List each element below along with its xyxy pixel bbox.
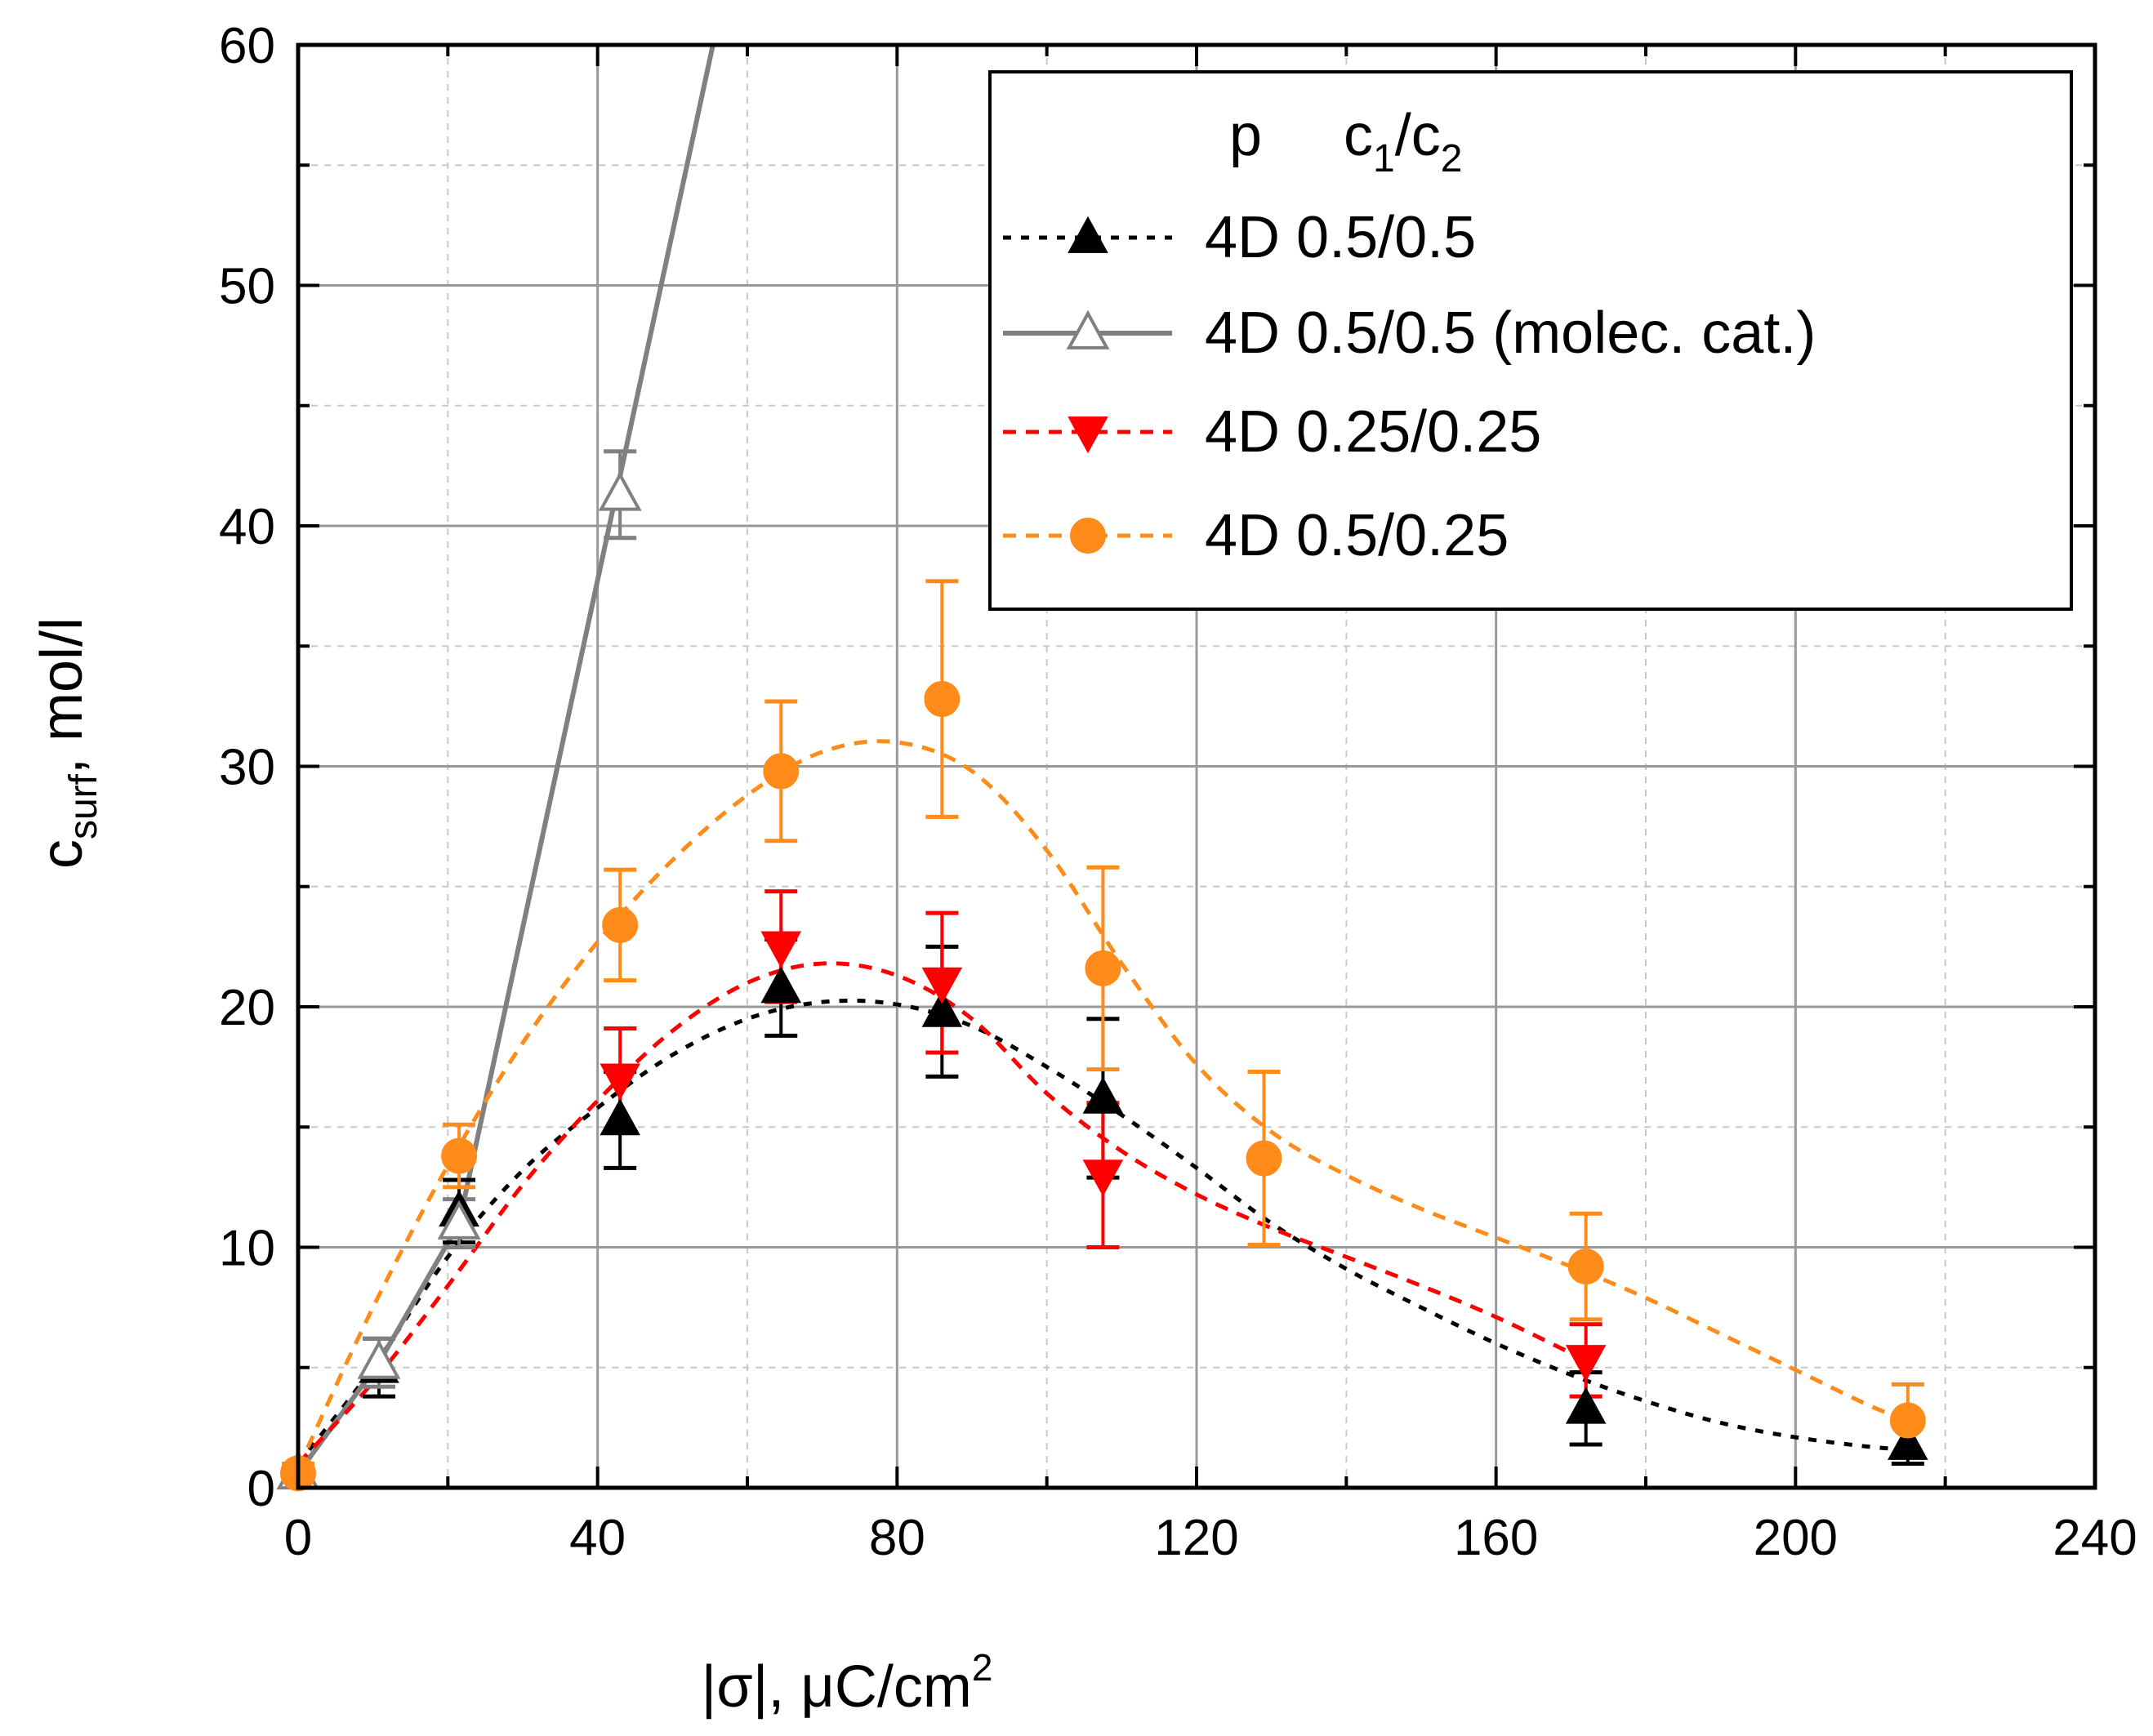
legend-marker-series-0	[1068, 216, 1108, 253]
legend-label-series-3: 4D 0.5/0.25	[1205, 503, 1509, 568]
y-tick-label: 60	[219, 18, 275, 74]
legend-label-series-1: 4D 0.5/0.5 (molec. cat.)	[1205, 300, 1816, 366]
legend-marker-series-2	[1068, 416, 1108, 454]
fit-line-series-1	[296, 44, 715, 1476]
legend-entries: 4D 0.5/0.5 4D 0.5/0.5 (molec. cat.) 4D 0.2…	[1003, 205, 1816, 568]
y-tick-label: 10	[219, 1221, 275, 1277]
legend-label-series-0: 4D 0.5/0.5	[1205, 205, 1476, 270]
data-point-series-1	[357, 1339, 401, 1379]
data-point-series-3	[602, 906, 639, 943]
data-point-series-2	[921, 967, 963, 1004]
legend-label-series-2: 4D 0.25/0.25	[1205, 399, 1541, 465]
data-point-series-3	[1085, 950, 1121, 986]
data-point-series-3	[1567, 1249, 1604, 1285]
data-point-series-2	[1565, 1345, 1607, 1382]
tick-labels: 0 40 80 120 160 200 240 0 10 20 30 40 50 60	[219, 18, 2137, 1566]
data-point-series-2	[760, 931, 802, 968]
data-point-series-0	[1565, 1387, 1607, 1424]
y-tick-label: 50	[219, 259, 275, 315]
legend-marker-series-3	[1070, 518, 1106, 554]
legend-header: p c1/c2	[1229, 103, 1462, 180]
y-axis-label: csurf, mol/l	[29, 617, 105, 869]
data-point-series-3	[441, 1137, 478, 1174]
x-tick-label: 160	[1454, 1510, 1538, 1566]
axis-ticks	[296, 43, 2097, 1489]
data-point-series-0	[1082, 1076, 1124, 1114]
data-point-series-0	[600, 1098, 640, 1136]
x-tick-label: 80	[869, 1510, 925, 1566]
data-point-series-0	[1888, 1422, 1928, 1460]
fit-line-series-3	[296, 739, 1909, 1470]
x-tick-label: 240	[2053, 1510, 2137, 1566]
data-point-series-2	[1082, 1160, 1124, 1197]
data-point-series-3	[1889, 1402, 1926, 1439]
data-point-series-2	[600, 1063, 640, 1101]
data-point-series-3	[1246, 1140, 1282, 1177]
x-axis-label: |σ|, μC/cm2	[702, 1646, 993, 1720]
data-point-series-3	[924, 681, 961, 718]
y-tick-label: 30	[219, 740, 275, 796]
data-point-series-1	[598, 471, 642, 511]
data-markers	[276, 471, 1928, 1492]
x-tick-label: 120	[1154, 1510, 1238, 1566]
data-point-series-0	[921, 990, 963, 1027]
y-tick-label: 40	[219, 499, 275, 555]
data-point-series-0	[760, 966, 802, 1004]
x-tick-label: 0	[284, 1510, 312, 1566]
y-tick-label: 20	[219, 980, 275, 1036]
legend: p c1/c2 4D 0.5/0.5 4D 0.5/0.5 (molec. cat.…	[988, 70, 2073, 611]
data-point-series-1	[437, 1200, 481, 1240]
x-tick-label: 200	[1754, 1510, 1838, 1566]
x-tick-label: 40	[569, 1510, 626, 1566]
legend-marker-series-1	[1066, 309, 1110, 349]
y-tick-label: 0	[247, 1461, 275, 1517]
data-point-series-3	[763, 753, 800, 790]
legend-box	[988, 70, 2073, 611]
